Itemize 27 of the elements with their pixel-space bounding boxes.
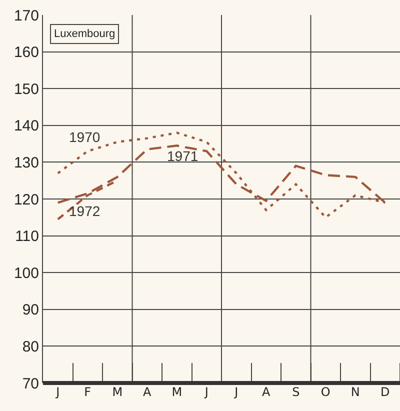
x-tick-label: S bbox=[292, 385, 300, 399]
x-tick-label: F bbox=[84, 385, 92, 399]
y-tick-label: 130 bbox=[14, 154, 39, 172]
series-label: 1972 bbox=[69, 203, 100, 219]
y-tick-label: 120 bbox=[14, 191, 39, 208]
y-tick-label: 170 bbox=[14, 7, 39, 24]
text: Luxembourg bbox=[54, 28, 116, 40]
x-tick-label: M bbox=[172, 385, 182, 399]
y-tick-label: 100 bbox=[14, 264, 39, 282]
series-label: 1971 bbox=[167, 148, 198, 164]
y-tick-label: 110 bbox=[15, 228, 39, 246]
y-tick-label: 150 bbox=[14, 80, 39, 98]
x-tick-label: D bbox=[380, 385, 390, 399]
y-tick-label: 160 bbox=[14, 44, 39, 62]
y-tick-label: 70 bbox=[22, 375, 39, 392]
x-tick-label: J bbox=[234, 385, 238, 399]
x-tick-label: O bbox=[320, 385, 330, 399]
x-tick-label: A bbox=[143, 385, 152, 399]
x-tick-label: J bbox=[55, 385, 60, 399]
y-tick-label: 80 bbox=[22, 338, 39, 356]
y-tick-label: 90 bbox=[22, 302, 39, 319]
x-tick-label: J bbox=[204, 385, 208, 399]
x-tick-label: M bbox=[112, 385, 123, 399]
y-tick-label: 140 bbox=[14, 118, 39, 135]
x-tick-label: N bbox=[350, 385, 360, 399]
series-label: 1970 bbox=[69, 129, 100, 145]
x-tick-label: A bbox=[262, 385, 272, 399]
